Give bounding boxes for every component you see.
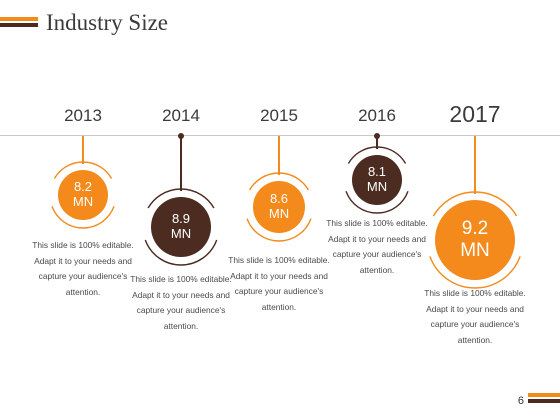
- ring-arc: [345, 191, 409, 214]
- value-label-2015: 8.6 MN: [253, 181, 305, 233]
- value-label-2016: 8.1 MN: [352, 155, 402, 205]
- timeline-connector: [474, 136, 476, 194]
- ring-arc: [429, 256, 521, 289]
- ring-arc: [248, 172, 310, 191]
- timeline-year-2015: 2015: [260, 106, 298, 125]
- timeline-dot: [374, 133, 380, 139]
- timeline-year-2014: 2014: [162, 106, 200, 125]
- page-number: 6: [517, 395, 524, 407]
- ring-arc: [246, 218, 312, 242]
- header-decor-bar-brown: [0, 23, 38, 27]
- timeline-year-2017: 2017: [449, 101, 501, 127]
- timeline-connector: [180, 136, 182, 191]
- timeline-description-2016: This slide is 100% editable. Adapt it to…: [326, 218, 428, 275]
- value-circle: 8.2 MN: [46, 158, 120, 232]
- timeline-year-2013: 2013: [64, 106, 102, 125]
- timeline-description-2013: This slide is 100% editable. Adapt it to…: [32, 240, 134, 297]
- timeline-description-2017: This slide is 100% editable. Adapt it to…: [424, 288, 526, 345]
- value-label-2017: 9.2 MN: [435, 200, 515, 280]
- footer-decor-bar-brown: [528, 399, 560, 403]
- ring-arc: [144, 239, 218, 266]
- value-circle: 8.1 MN: [340, 143, 414, 217]
- ring-arc: [51, 206, 115, 229]
- circle-ring: [429, 191, 521, 289]
- timeline-line: [0, 135, 560, 136]
- circle-ring: [246, 172, 312, 242]
- timeline-description-2015: This slide is 100% editable. Adapt it to…: [228, 255, 330, 312]
- value-circle: 9.2 MN: [423, 188, 527, 292]
- timeline-connector: [278, 136, 280, 175]
- ring-arc: [53, 161, 113, 179]
- circle-ring: [51, 161, 115, 229]
- value-circle: 8.6 MN: [241, 169, 317, 245]
- header-decor-bar-orange: [0, 17, 38, 21]
- timeline-connector: [376, 136, 378, 149]
- ring-arc: [147, 188, 215, 209]
- ring-arc: [432, 191, 518, 217]
- timeline-year-2016: 2016: [358, 106, 396, 125]
- value-label-2014: 8.9 MN: [151, 197, 211, 257]
- footer-decor-bar-orange: [528, 393, 560, 397]
- circle-ring: [144, 188, 218, 266]
- ring-arc: [347, 146, 407, 164]
- value-label-2013: 8.2 MN: [58, 170, 108, 220]
- timeline-dot: [178, 133, 184, 139]
- circle-ring: [345, 146, 409, 214]
- timeline-description-2014: This slide is 100% editable. Adapt it to…: [130, 274, 232, 331]
- value-circle: 8.9 MN: [139, 185, 223, 269]
- slide-title: Industry Size: [46, 10, 169, 35]
- timeline-connector: [82, 136, 84, 164]
